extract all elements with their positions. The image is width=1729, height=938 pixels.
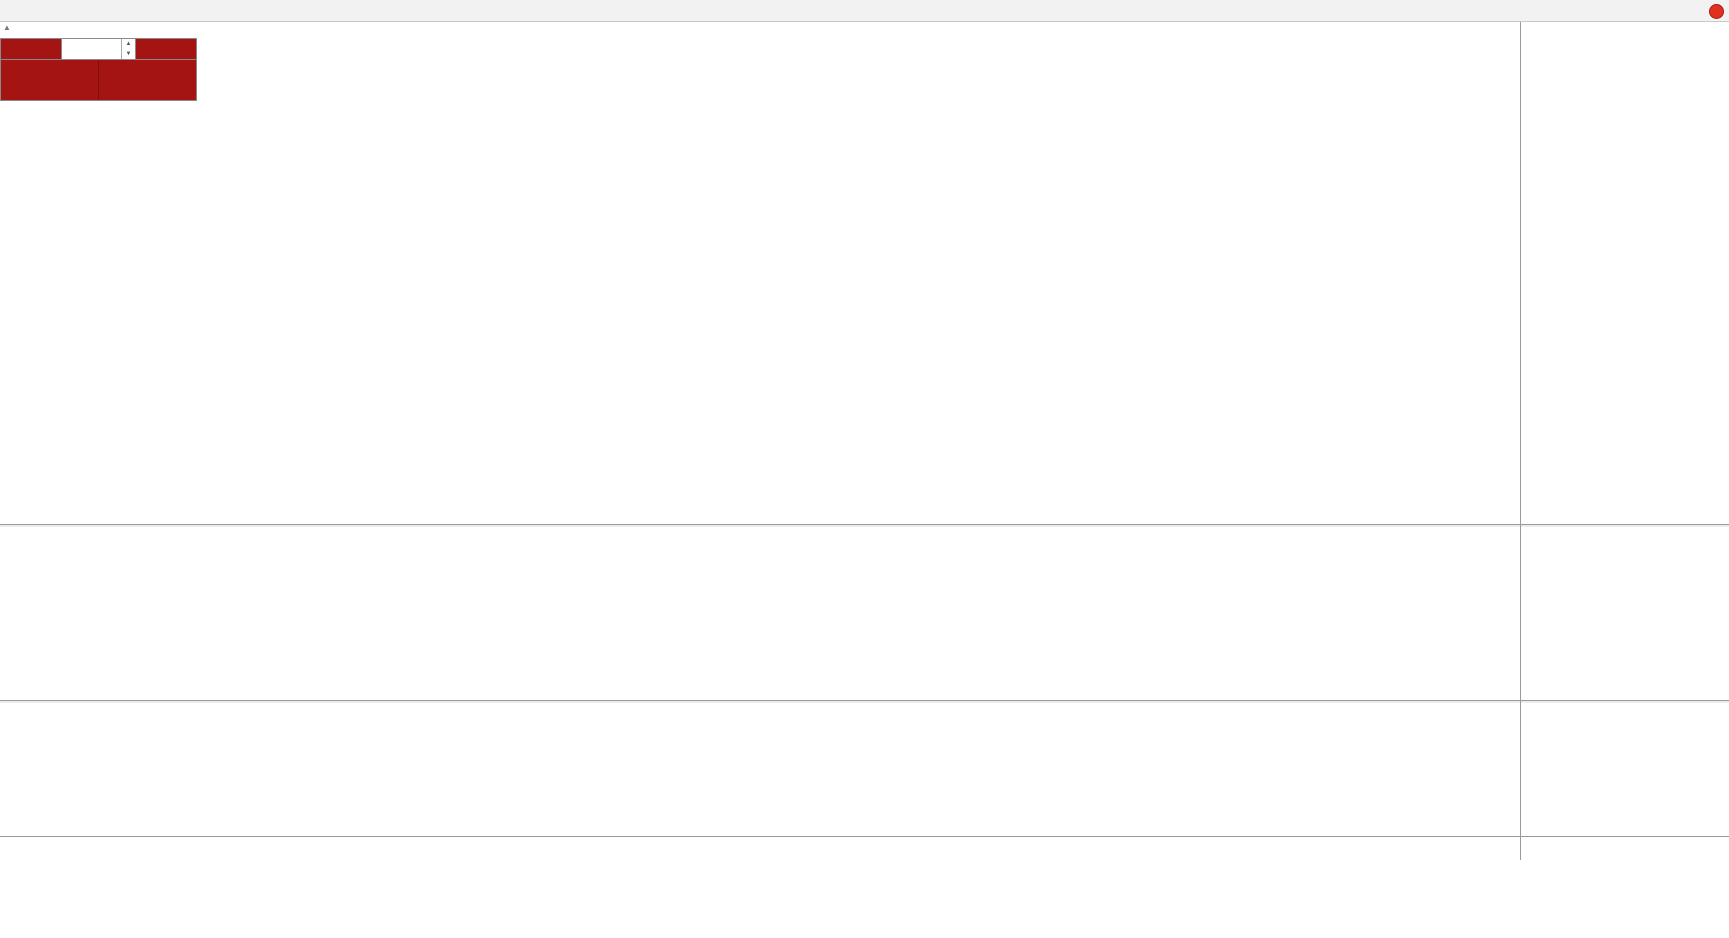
pane-splitter[interactable]	[0, 700, 1729, 703]
price-pane[interactable]	[0, 22, 1520, 524]
volume-field[interactable]: ▲ ▼	[61, 39, 136, 59]
volume-value[interactable]	[62, 39, 121, 59]
sell-button[interactable]	[1, 39, 61, 59]
buy-button[interactable]	[136, 39, 196, 59]
notification-icon[interactable]	[1709, 4, 1724, 19]
volume-up-icon[interactable]: ▲	[125, 41, 132, 47]
price-axis-border	[1520, 22, 1521, 860]
macd-pane[interactable]	[0, 527, 1520, 700]
buy-price-button[interactable]	[99, 60, 196, 100]
symbol-info-line: ▲	[3, 23, 25, 32]
volume-down-icon[interactable]: ▼	[125, 51, 132, 57]
toolbar	[0, 0, 1729, 22]
sell-price-button[interactable]	[1, 60, 99, 100]
one-click-trading-panel: ▲ ▼	[0, 38, 197, 101]
one-click-collapse-icon[interactable]: ▲	[3, 23, 11, 32]
pane-splitter[interactable]	[0, 524, 1729, 527]
volume-stepper[interactable]: ▲ ▼	[121, 39, 135, 59]
chart-window[interactable]: ▲ ▲ ▼	[0, 22, 1729, 938]
rsi-pane[interactable]	[0, 703, 1520, 836]
time-axis[interactable]	[0, 836, 1729, 860]
